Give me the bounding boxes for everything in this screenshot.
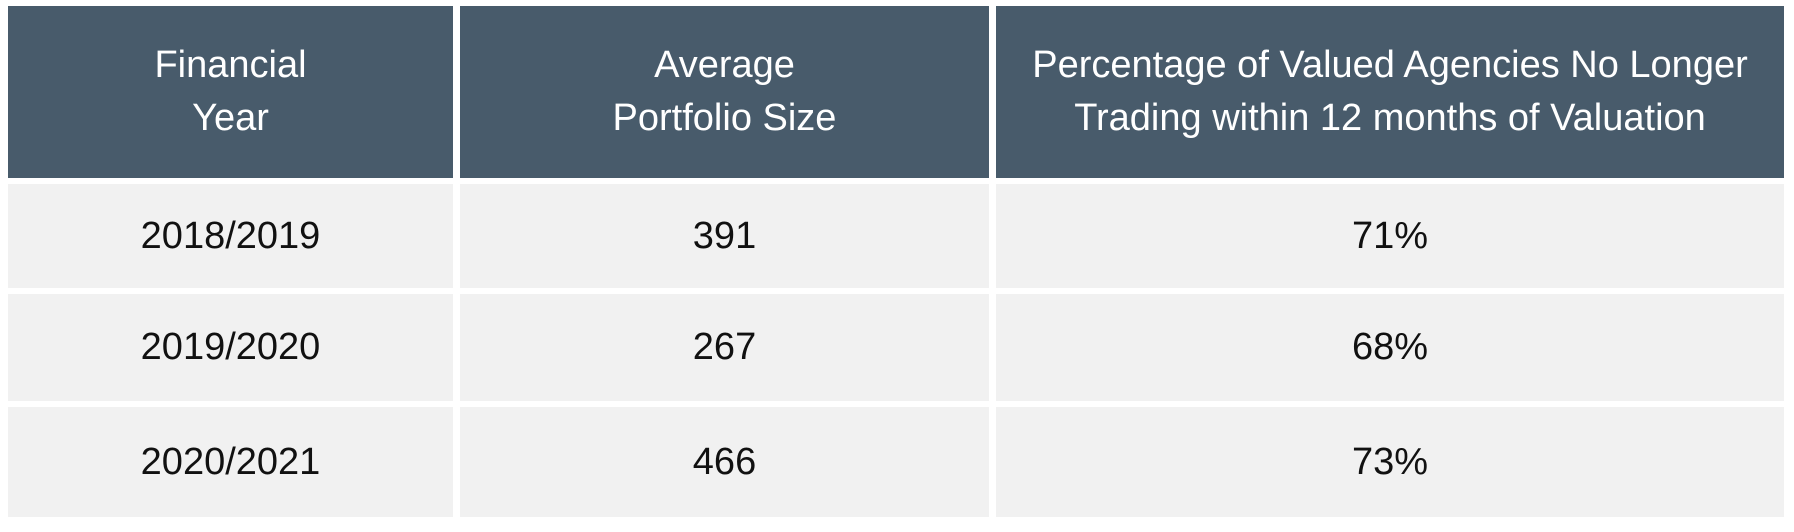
header-line: Portfolio Size [612,97,837,139]
cell-percentage-no-longer-trading: 68% [996,288,1784,401]
header-line: Trading within 12 months of Valuation [1074,97,1706,139]
cell-percentage-no-longer-trading: 71% [996,178,1784,288]
column-header-percentage-no-longer-trading: Percentage of Valued Agencies No Longer … [996,6,1784,178]
table-header-row: Financial Year Average Portfolio Size Pe… [8,6,1784,178]
table-row: 2019/2020 267 68% [8,288,1784,401]
table-row: 2020/2021 466 73% [8,401,1784,517]
cell-percentage-no-longer-trading: 73% [996,401,1784,517]
header-line: Average [654,44,795,86]
header-line: Year [192,97,269,139]
cell-financial-year: 2018/2019 [8,178,460,288]
cell-average-portfolio-size: 391 [460,178,996,288]
cell-financial-year: 2020/2021 [8,401,460,517]
column-header-average-portfolio-size: Average Portfolio Size [460,6,996,178]
header-line: Financial [154,44,307,86]
cell-average-portfolio-size: 466 [460,401,996,517]
data-table: Financial Year Average Portfolio Size Pe… [8,6,1784,517]
column-header-financial-year: Financial Year [8,6,460,178]
data-table-container: Financial Year Average Portfolio Size Pe… [8,6,1784,517]
cell-average-portfolio-size: 267 [460,288,996,401]
cell-financial-year: 2019/2020 [8,288,460,401]
header-line: Percentage of Valued Agencies No Longer [1032,44,1748,86]
table-row: 2018/2019 391 71% [8,178,1784,288]
